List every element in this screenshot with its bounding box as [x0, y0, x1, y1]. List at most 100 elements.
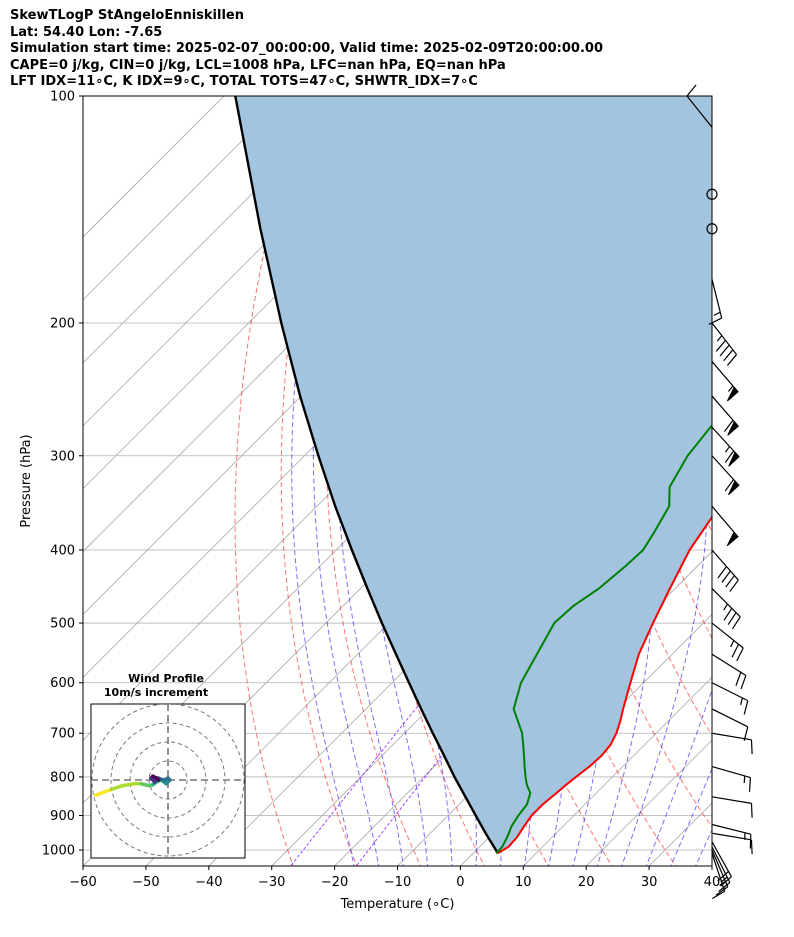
barb-pennant: [728, 479, 740, 496]
profile-lines: [234, 96, 712, 855]
barb-shaft: [711, 841, 732, 877]
y-axis-label: Pressure (hPa): [19, 434, 34, 527]
barb-shaft: [711, 455, 740, 486]
isotherm-10: [522, 676, 712, 866]
y-tick-label: 600: [50, 676, 75, 691]
hodograph-segment: [120, 782, 136, 788]
barb-pennant: [726, 531, 739, 547]
barb-shaft: [711, 796, 752, 804]
moist-adiabat-28: [645, 688, 712, 866]
barb-half-flag: [713, 311, 721, 316]
barb-flag: [726, 354, 738, 366]
x-tick-label: −40: [195, 875, 222, 890]
barb-flag: [750, 839, 753, 855]
barb-flag: [725, 575, 735, 588]
barb-flag: [715, 339, 726, 352]
x-tick-label: 0: [456, 875, 464, 890]
barb-flag: [732, 616, 741, 630]
x-tick-label: 20: [578, 875, 595, 890]
barb-flag: [717, 871, 729, 882]
hodograph-plot: [91, 704, 245, 858]
barb-shaft: [711, 549, 739, 581]
wind-barb: [711, 361, 739, 402]
barb-flag: [724, 450, 735, 463]
barb-shaft: [711, 395, 739, 427]
location-line: Lat: 54.40 Lon: -7.65: [10, 24, 163, 40]
barb-pennant: [727, 420, 739, 436]
wind-barb: [711, 549, 739, 592]
x-tick-label: 30: [641, 875, 658, 890]
y-tick-label: 500: [50, 617, 75, 632]
y-tick-label: 900: [50, 809, 75, 824]
hodograph-title: Wind Profile: [128, 672, 204, 685]
x-axis-label: Temperature (∘C): [340, 897, 455, 912]
barb-flag: [712, 890, 725, 900]
x-tick-label: −50: [132, 875, 159, 890]
chart-title: SkewTLogP StAngeloEnniskillen: [10, 8, 244, 23]
barb-half-flag: [728, 385, 734, 392]
wind-barb: [711, 823, 752, 849]
barb-flag: [719, 344, 730, 357]
moist-adiabat-m20: [291, 96, 355, 866]
cape-cin-area: [235, 96, 712, 854]
barb-shaft: [711, 823, 751, 835]
barb-flag: [731, 644, 740, 658]
wind-barb: [711, 682, 749, 715]
hodograph-segment: [94, 787, 113, 797]
barb-half-flag: [723, 603, 729, 611]
stability-indices-line: LFT IDX=11∘C, K IDX=9∘C, TOTAL TOTS=47∘C…: [10, 74, 478, 90]
wind-barb: [711, 322, 738, 366]
isotherm-m160: [83, 96, 225, 238]
barb-flag: [743, 726, 749, 741]
wind-barb: [711, 765, 752, 792]
barb-flag: [686, 84, 697, 97]
barb-flag: [729, 579, 739, 592]
barb-flag: [708, 317, 722, 325]
barb-shaft: [711, 682, 749, 702]
barb-flag: [721, 570, 731, 583]
barb-flag: [723, 608, 733, 621]
wind-barb: [711, 832, 753, 855]
barb-flag: [724, 479, 735, 492]
wind-barb: [711, 796, 753, 818]
wind-barb: [711, 505, 739, 547]
barb-flag: [720, 876, 732, 887]
x-tick-label: −60: [69, 875, 96, 890]
barb-shaft: [711, 846, 731, 883]
chart-header: SkewTLogP StAngeloEnniskillen Lat: 54.40…: [10, 8, 603, 91]
calm-circle: [706, 223, 718, 235]
barb-flag: [715, 886, 729, 896]
mixing-ratio-0p4: [289, 659, 456, 866]
cape-indices-line: CAPE=0 j/kg, CIN=0 j/kg, LCL=1008 hPa, L…: [10, 57, 506, 73]
barb-pennant: [726, 386, 739, 402]
barb-flag: [718, 882, 731, 892]
parcel-profile-line: [234, 96, 499, 854]
y-tick-label: 300: [50, 449, 75, 464]
wind-barb: [711, 426, 740, 467]
y-tick-label: 400: [50, 543, 75, 558]
wind-barb: [686, 84, 713, 128]
hodograph-subtitle: 10m/s increment: [104, 686, 208, 699]
dry-adiabat-m10: [325, 96, 422, 866]
barb-shaft: [711, 361, 739, 393]
x-tick-label: −30: [258, 875, 285, 890]
wind-barb: [711, 622, 744, 662]
wind-barb: [711, 849, 729, 896]
axes: −60 −50 −40 −30 −20 −10 0 10 20 30 40 1000 900 800 700…: [19, 90, 720, 913]
x-tick-label: −20: [321, 875, 348, 890]
dry-adiabat-40: [524, 96, 712, 829]
hodograph-segment: [109, 783, 125, 792]
y-tick-label: 1000: [42, 844, 75, 859]
barb-flag: [748, 777, 752, 792]
barb-half-flag: [719, 880, 726, 886]
wind-barb: [711, 395, 739, 436]
x-tick-label: −10: [384, 875, 411, 890]
barb-shaft: [711, 505, 739, 538]
barb-flag: [735, 672, 742, 686]
barb-flag: [717, 566, 727, 579]
barb-shaft: [711, 279, 723, 319]
barb-half-flag: [716, 335, 723, 342]
calm-circle: [706, 188, 718, 200]
barb-shaft: [711, 653, 747, 676]
